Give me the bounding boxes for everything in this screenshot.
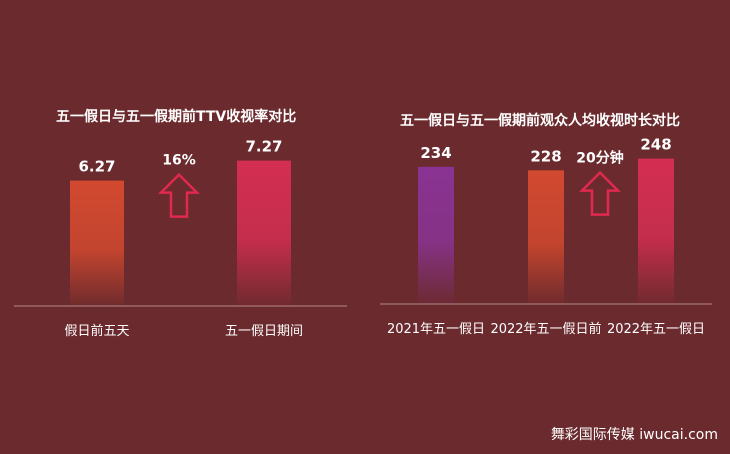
watermark: 舞彩国际传媒 iwucai.com [550,427,718,443]
chart-1-value-label-2: 7.27 [245,138,282,156]
chart-2-up-arrow-icon [578,170,622,216]
chart-2-category-label-1: 2021年五一假日 [387,322,485,337]
chart-2-category-label-3: 2022年五一假日 [607,322,705,337]
chart-1-title: 五一假日与五一假期前TTV收视率对比 [56,109,297,125]
chart-2-bar-1 [418,166,454,304]
chart-1-value-label-1: 6.27 [78,158,115,176]
chart-1-bar-2 [237,160,291,306]
chart-1-category-label-1: 假日前五天 [64,323,129,339]
chart-1-annotation-label: 16% [162,153,196,169]
chart-2-value-label-2: 228 [530,147,561,165]
chart-1-up-arrow-icon [157,172,201,218]
chart-2-value-label-1: 234 [420,144,451,162]
chart-2-bar-2 [528,170,564,304]
chart-1-bar-1 [70,180,124,306]
chart-2-bar-3 [638,158,674,304]
chart-2-value-label-3: 248 [640,136,671,154]
chart-2-annotation-label: 20分钟 [576,150,623,167]
chart-2-title: 五一假日与五一假期前观众人均收视时长对比 [400,113,680,129]
chart-1-category-label-2: 五一假日期间 [225,324,303,339]
chart-2-category-label-2: 2022年五一假日前 [490,321,601,337]
